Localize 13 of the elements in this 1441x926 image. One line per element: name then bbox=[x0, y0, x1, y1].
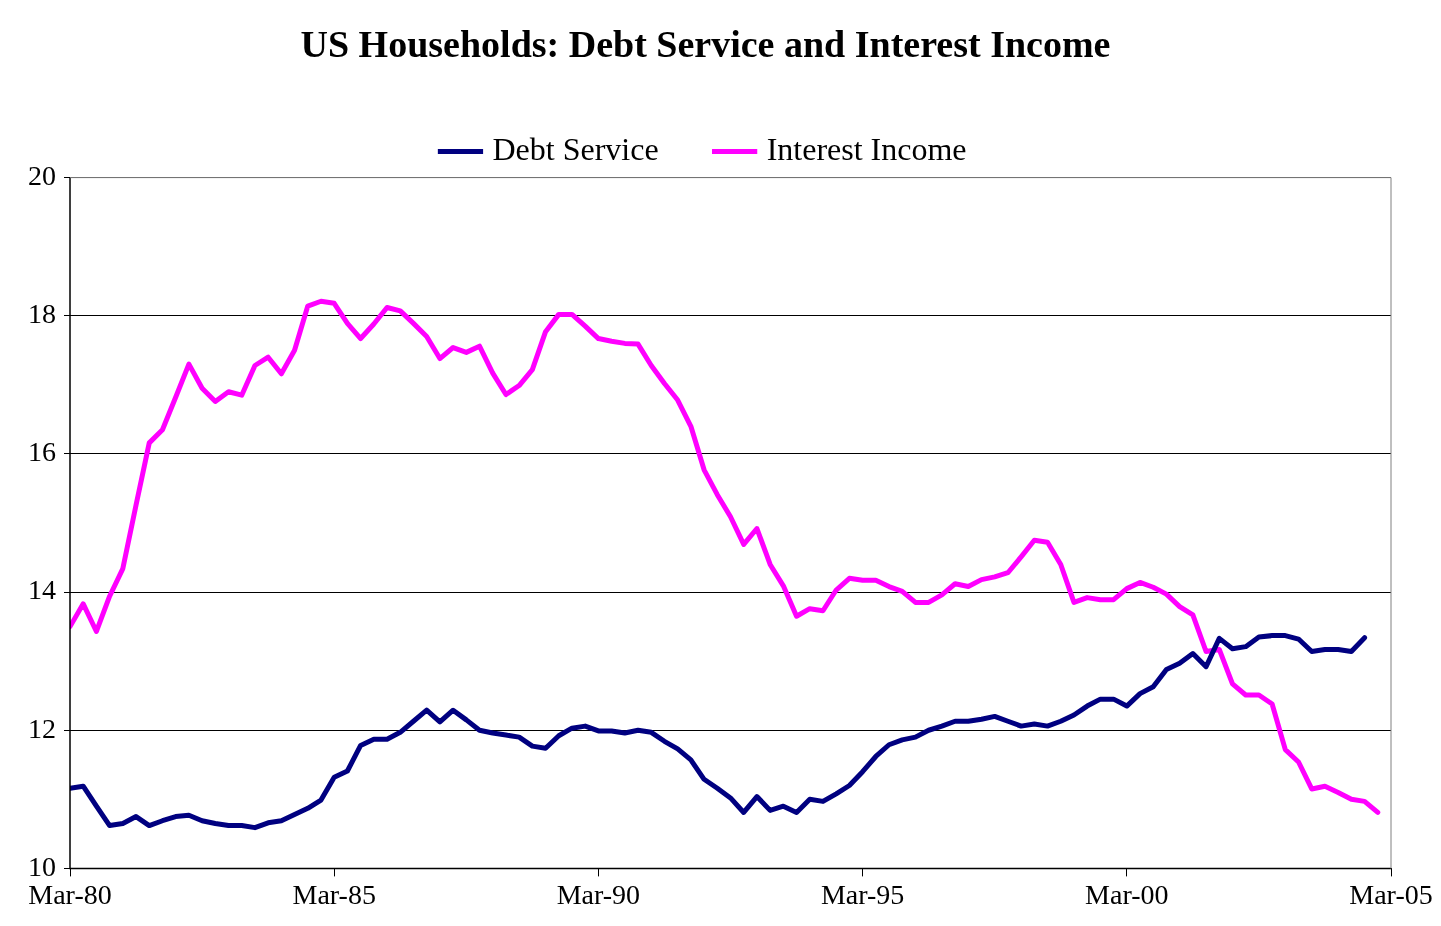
x-tick-label: Mar-00 bbox=[1085, 878, 1169, 910]
legend-label: Interest Income bbox=[766, 131, 967, 168]
x-tick-label: Mar-85 bbox=[292, 878, 376, 910]
legend-label: Debt Service bbox=[492, 131, 659, 168]
x-tick-label: Mar-95 bbox=[820, 878, 905, 910]
y-tick-label: 12 bbox=[28, 712, 56, 744]
x-tick-label: Mar-90 bbox=[556, 878, 641, 910]
x-tick-label: Mar-05 bbox=[1349, 878, 1433, 910]
y-tick-label: 14 bbox=[28, 574, 56, 606]
chart-title: US Households: Debt Service and Interest Income bbox=[300, 22, 1111, 65]
y-tick-label: 18 bbox=[28, 298, 56, 330]
y-tick-label: 16 bbox=[28, 436, 56, 468]
y-tick-label: 20 bbox=[28, 159, 56, 191]
